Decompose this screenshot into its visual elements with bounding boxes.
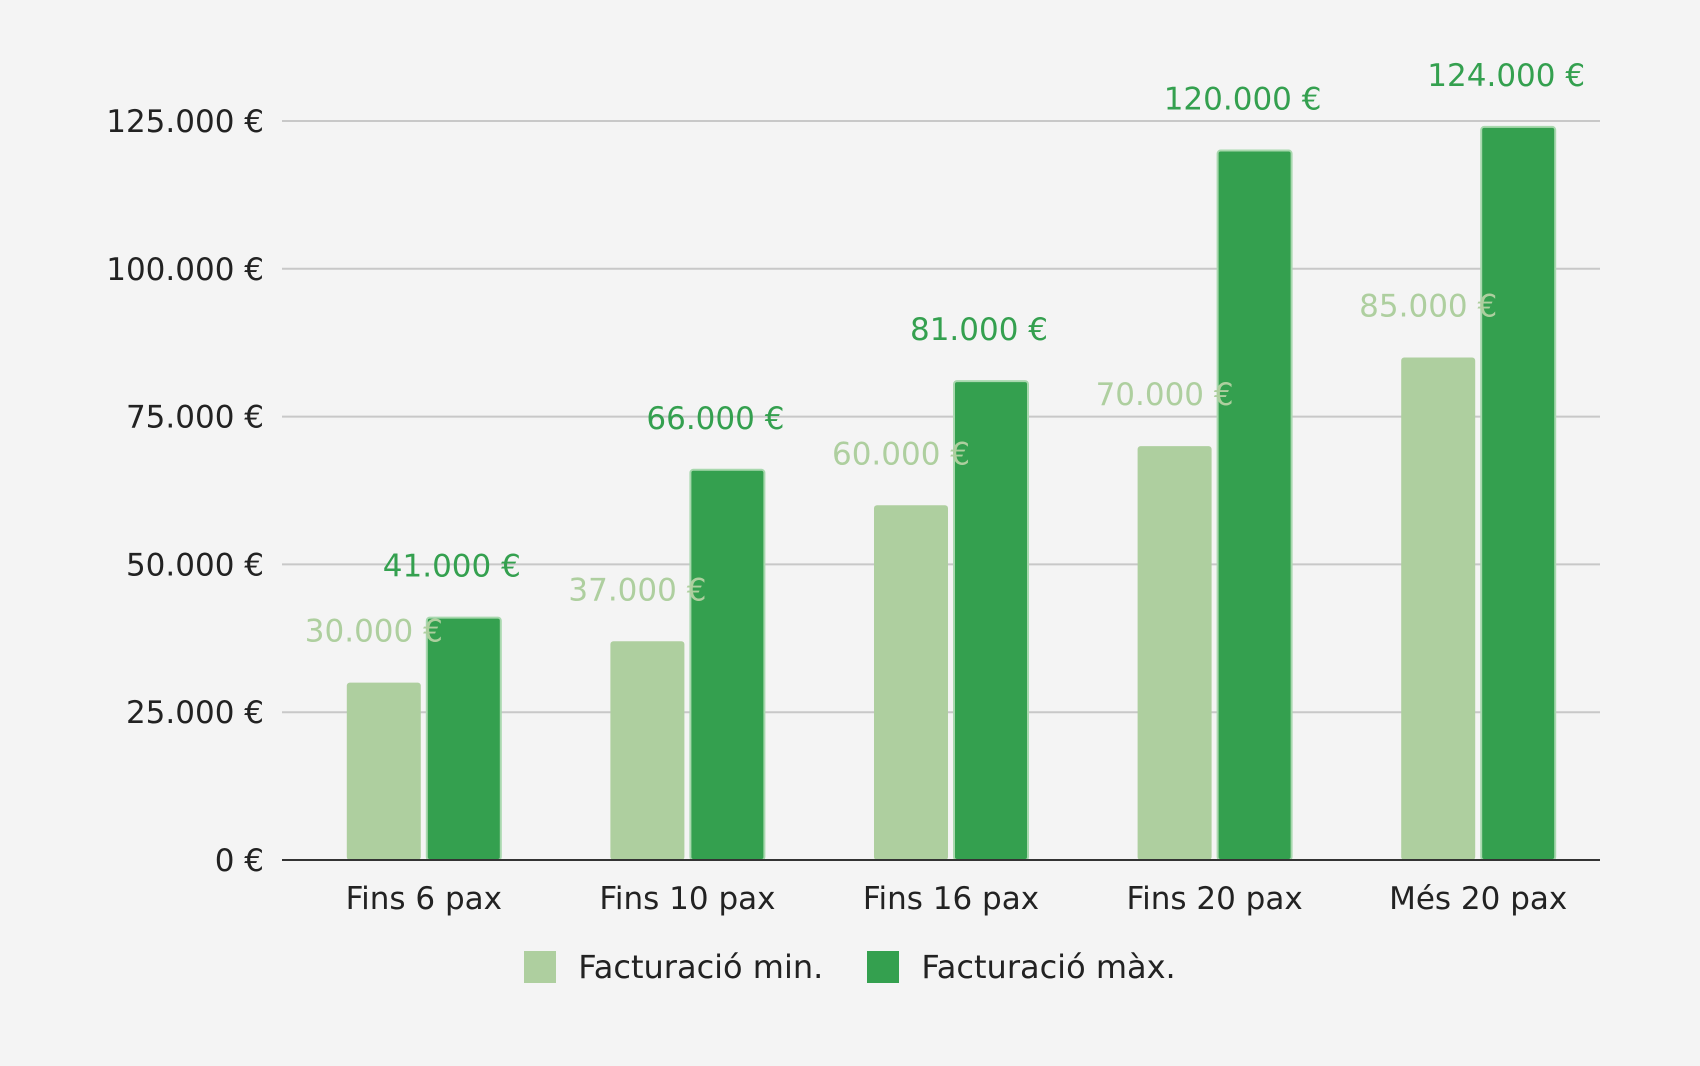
y-tick-label: 75.000 €	[126, 400, 264, 436]
value-label-min: 85.000 €	[1359, 288, 1497, 324]
y-tick-label: 0 €	[215, 843, 264, 879]
y-tick-label: 25.000 €	[126, 695, 264, 731]
y-tick-label: 100.000 €	[106, 252, 264, 288]
bars	[346, 125, 1557, 862]
y-tick-label: 125.000 €	[106, 104, 264, 140]
bar-min	[1401, 357, 1476, 860]
bar-max	[1480, 125, 1557, 862]
x-tick-label: Fins 20 pax	[1127, 881, 1303, 917]
legend-item-min[interactable]: Facturació min.	[524, 948, 823, 986]
bar-max	[425, 616, 502, 861]
value-label-min: 60.000 €	[832, 436, 970, 472]
y-tick-label: 50.000 €	[126, 547, 264, 583]
x-axis-ticks: Fins 6 pax Fins 10 pax Fins 16 pax Fins 20 …	[346, 881, 1568, 917]
value-label-max: 124.000 €	[1427, 58, 1585, 94]
value-label-max: 41.000 €	[383, 549, 521, 585]
x-tick-label: Fins 10 pax	[599, 881, 775, 917]
value-label-min: 37.000 €	[568, 572, 706, 608]
y-axis-ticks: 0 € 25.000 € 50.000 € 75.000 € 100.000 € 125.…	[106, 104, 264, 879]
grid-lines	[282, 120, 1600, 714]
x-tick-label: Fins 6 pax	[346, 881, 502, 917]
legend-label-max: Facturació màx.	[921, 948, 1176, 986]
value-label-max: 81.000 €	[910, 312, 1048, 348]
bar-min	[1137, 446, 1212, 860]
bar-min	[610, 641, 685, 860]
bar-max	[1216, 149, 1293, 861]
value-label-min: 30.000 €	[305, 614, 443, 650]
x-tick-label: Fins 16 pax	[863, 881, 1039, 917]
legend-swatch-min	[524, 951, 557, 983]
value-label-min: 70.000 €	[1096, 377, 1234, 413]
legend: Facturació min. Facturació màx.	[0, 948, 1700, 986]
data-labels: 30.000 € 41.000 € 37.000 € 66.000 € 60.000 €…	[305, 58, 1585, 650]
value-label-max: 120.000 €	[1164, 82, 1322, 118]
bar-min	[346, 682, 421, 860]
x-tick-label: Més 20 pax	[1389, 881, 1567, 917]
bar-max	[689, 468, 766, 861]
legend-item-max[interactable]: Facturació màx.	[867, 948, 1176, 986]
legend-swatch-max	[867, 951, 900, 983]
bar-min	[874, 505, 948, 860]
value-label-max: 66.000 €	[646, 401, 784, 437]
legend-label-min: Facturació min.	[578, 948, 824, 986]
